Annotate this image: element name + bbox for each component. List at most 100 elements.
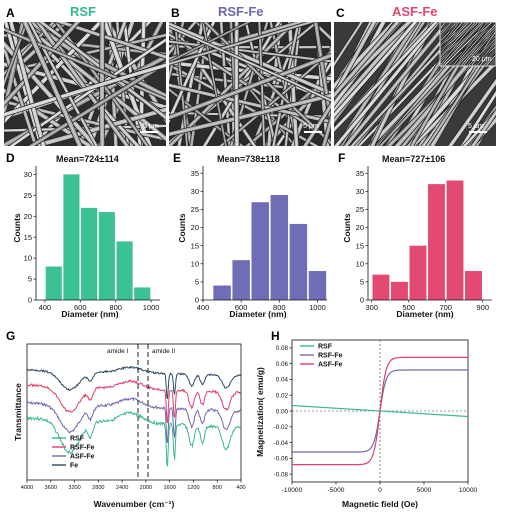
legend-label: ASF-Fe <box>318 362 343 369</box>
ticks-d: 400 600 800 1000 0 5 10 15 20 25 30 <box>24 166 160 312</box>
panel-letter-b: B <box>171 6 180 20</box>
y-tick-label: 5 <box>195 277 199 286</box>
hist-xlabel-d: Diameter (nm) <box>61 309 118 319</box>
panel-letter-c: C <box>336 6 345 20</box>
fiber-highlight <box>358 22 477 146</box>
hist-bar <box>116 241 133 300</box>
x-tick-label: 800 <box>213 485 222 491</box>
amide-i-label: amide I <box>107 348 129 355</box>
scale-bar-a <box>140 131 158 133</box>
fiber-highlight <box>454 23 493 65</box>
fiber-highlight <box>4 35 166 55</box>
y-tick-label: 0 <box>28 296 32 305</box>
mag-legend: RSF RSF-Fe ASF-Fe <box>300 344 343 369</box>
fiber-highlight <box>441 23 451 35</box>
hist-bar <box>428 184 445 300</box>
histogram-d: D Mean=724±114 Counts Diameter (nm) 400 6… <box>6 151 160 319</box>
x-tick-label: 5000 <box>417 487 432 494</box>
fiber-highlight <box>441 23 474 58</box>
panel-letter-h: H <box>271 329 280 343</box>
sem-panel-b: B RSF-Fe 5 μm <box>169 4 331 146</box>
fiber-highlight <box>396 29 496 146</box>
x-tick-label: 700 <box>439 303 452 312</box>
hist-bar <box>372 274 390 300</box>
fiber-highlight <box>345 22 421 146</box>
sem-title-rsf-fe: RSF-Fe <box>218 4 264 19</box>
fiber-highlight <box>304 104 331 146</box>
y-tick-label: 0.00 <box>276 408 289 415</box>
sem-title-rsf: RSF <box>70 4 96 19</box>
scale-bar-b <box>304 131 322 133</box>
scale-label-b: 5 μm <box>303 123 319 130</box>
hist-title-f: Mean=727±106 <box>382 154 445 164</box>
x-tick-label: -10000 <box>282 487 303 494</box>
hist-bar <box>391 281 408 300</box>
legend-label: Fe <box>70 463 78 470</box>
fiber-highlight <box>4 22 79 105</box>
fiber-highlight <box>4 125 166 131</box>
y-tick-label: 25 <box>356 205 364 214</box>
fiber-highlight <box>40 22 166 119</box>
ftir-legend: RSF RSF-Fe ASF-Fe Fe <box>52 436 95 470</box>
histogram-e: E Mean=738±118 Counts Diameter (nm) 400 6… <box>173 151 327 319</box>
hist-bar <box>270 194 289 300</box>
fiber-highlight <box>388 38 496 146</box>
hist-bar <box>289 223 308 300</box>
y-tick-label: 15 <box>356 241 364 250</box>
legend-label: RSF <box>318 344 333 351</box>
x-tick-label: 800 <box>273 303 286 312</box>
hist-ylabel-f: Counts <box>342 213 352 243</box>
amide-ii-label: amide II <box>152 348 175 355</box>
fiber-highlight <box>441 23 466 53</box>
y-tick-label: 5 <box>28 275 32 284</box>
fiber-highlight <box>4 43 97 146</box>
fiber-highlight <box>169 54 331 119</box>
fiber-highlight <box>411 61 496 146</box>
fibers-rsf-fe <box>169 22 331 146</box>
x-tick-label: 4000 <box>21 485 33 491</box>
fiber-highlight <box>24 22 81 146</box>
x-tick-label: 400 <box>197 303 210 312</box>
y-tick-label: -0.06 <box>274 456 289 463</box>
scale-label-a: 5 μm <box>143 123 159 130</box>
ftir-xlabel: Wavenumber (cm⁻¹) <box>94 499 175 509</box>
fiber-highlight <box>202 22 227 146</box>
ftir-ticks: 4000 3600 3200 2800 2400 2000 1600 1200 800 400 <box>21 480 246 491</box>
ftir-series-fe <box>26 365 242 400</box>
hist-bar <box>213 285 231 300</box>
fiber-highlight <box>334 22 412 111</box>
fiber-highlight <box>169 22 250 63</box>
fiber-highlight <box>471 32 495 65</box>
fiber-highlight <box>4 22 28 85</box>
ftir-series-rsf <box>26 410 242 467</box>
panel-letter-e: E <box>173 151 181 165</box>
fiber-highlight <box>4 64 166 116</box>
hist-bar <box>308 271 327 300</box>
hist-bar <box>232 260 250 300</box>
x-tick-label: 600 <box>74 303 87 312</box>
ticks-e: 400 600 800 1000 0 5 10 15 20 25 30 35 <box>191 166 327 312</box>
fiber-highlight <box>245 22 276 146</box>
fiber-highlight <box>19 22 166 140</box>
panel-letter-g: G <box>6 329 15 343</box>
fibers-inset <box>441 23 495 65</box>
y-tick-label: -0.02 <box>274 424 289 431</box>
x-tick-label: 2800 <box>92 485 104 491</box>
hist-bar <box>446 180 464 300</box>
fiber-highlight <box>351 22 468 146</box>
y-tick-label: 15 <box>191 241 199 250</box>
y-tick-label: 15 <box>24 233 32 242</box>
fiber-highlight <box>169 46 331 48</box>
ticks-f: 300 500 700 900 0 5 10 15 20 25 30 35 <box>356 166 492 312</box>
x-tick-label: 10000 <box>459 487 478 494</box>
y-tick-label: 30 <box>191 187 199 196</box>
y-tick-label: 20 <box>356 223 364 232</box>
fiber-highlight <box>449 80 496 146</box>
fiber-highlight <box>442 23 483 65</box>
fiber-highlight <box>169 26 331 101</box>
hist-bar <box>134 287 151 300</box>
y-tick-label: 25 <box>24 191 32 200</box>
fiber-highlight <box>426 39 496 146</box>
fiber-highlight <box>463 29 495 65</box>
x-tick-label: 1000 <box>309 303 326 312</box>
